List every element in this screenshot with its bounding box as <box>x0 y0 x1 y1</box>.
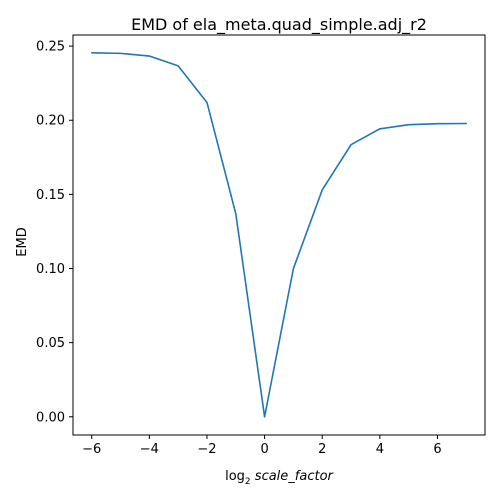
x-tick-label: 6 <box>433 442 441 457</box>
x-tick-label: 2 <box>318 442 326 457</box>
y-tick-label: 0.20 <box>36 114 65 129</box>
y-tick-label: 0.25 <box>36 40 65 55</box>
y-axis-label: EMD <box>15 227 30 256</box>
y-tick-label: 0.15 <box>36 188 65 203</box>
x-axis-label-base: 2 <box>245 477 251 487</box>
y-tick-label: 0.00 <box>36 410 65 425</box>
x-axis-label: log2 scale_factor <box>225 469 334 487</box>
x-axis-ticks: −6 −4 −2 0 2 4 6 <box>82 435 442 457</box>
x-tick-label: −4 <box>140 442 159 457</box>
x-tick-label: −2 <box>197 442 216 457</box>
x-axis-label-variable: scale_factor <box>255 469 335 484</box>
x-tick-label: 0 <box>260 442 268 457</box>
axes-frame <box>72 34 486 436</box>
plot-area <box>72 34 486 436</box>
y-axis-ticks: 0.00 0.05 0.10 0.15 0.20 0.25 <box>36 40 73 425</box>
x-axis-label-log: log <box>225 469 245 484</box>
x-tick-label: 4 <box>376 442 384 457</box>
series-group <box>90 51 468 418</box>
y-tick-label: 0.10 <box>36 262 65 277</box>
series-line <box>90 51 468 418</box>
y-tick-label: 0.05 <box>36 336 65 351</box>
chart-title: EMD of ela_meta.quad_simple.adj_r2 <box>131 15 427 35</box>
x-tick-label: −6 <box>82 442 101 457</box>
